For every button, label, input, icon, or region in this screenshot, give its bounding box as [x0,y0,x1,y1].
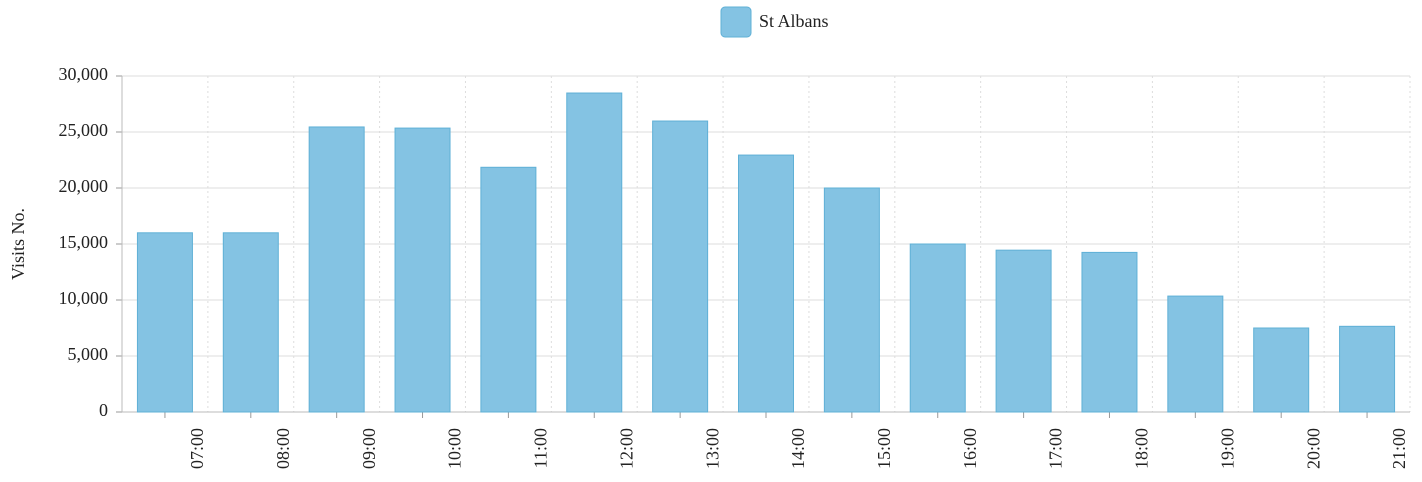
y-tick-label: 25,000 [59,120,109,140]
x-tick-label: 07:00 [187,428,207,469]
bar [1339,325,1396,413]
y-tick-label: 10,000 [59,288,109,308]
bar [738,154,794,413]
x-tick-label: 15:00 [874,428,894,469]
x-tick-label: 12:00 [616,428,636,469]
x-tick-label: 08:00 [273,428,293,469]
bar [1253,327,1310,413]
bar [652,120,709,413]
bar [480,166,537,413]
x-tick-label: 21:00 [1389,428,1409,469]
x-tick-label: 19:00 [1217,428,1237,469]
bar [995,249,1052,413]
bar [1081,251,1138,413]
y-tick-label: 20,000 [59,176,109,196]
x-tick-label: 09:00 [359,428,379,469]
y-axis-label: Visits No. [8,208,28,280]
x-tick-label: 11:00 [531,428,551,468]
x-tick-label: 16:00 [960,428,980,469]
bar [222,232,279,413]
x-tick-label: 20:00 [1303,428,1323,469]
x-tick-label: 13:00 [702,428,722,469]
bar [308,126,365,413]
bar [1167,295,1224,413]
y-tick-label: 30,000 [59,64,109,84]
bar [566,92,623,413]
x-tick-label: 10:00 [445,428,465,469]
y-tick-label: 15,000 [59,232,109,252]
y-tick-label: 0 [99,400,108,420]
bar [136,232,193,413]
bar [823,187,880,413]
x-tick-label: 14:00 [788,428,808,469]
legend-swatch [720,6,752,38]
legend-label: St Albans [759,11,829,31]
bar [909,243,966,413]
x-tick-label: 18:00 [1132,428,1152,469]
bar [394,127,451,413]
x-tick-label: 17:00 [1046,428,1066,469]
y-tick-label: 5,000 [68,344,109,364]
